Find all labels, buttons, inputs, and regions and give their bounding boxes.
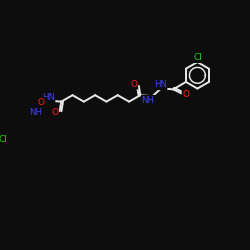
- Text: O: O: [182, 90, 190, 99]
- Text: Cl: Cl: [0, 134, 8, 143]
- Text: O: O: [130, 80, 138, 89]
- Text: NH: NH: [142, 96, 154, 104]
- Text: HN: HN: [154, 80, 167, 89]
- Text: NH: NH: [30, 108, 43, 117]
- Text: HN: HN: [42, 93, 55, 102]
- Text: O: O: [38, 98, 44, 107]
- Text: Cl: Cl: [194, 53, 203, 62]
- Text: O: O: [51, 108, 58, 118]
